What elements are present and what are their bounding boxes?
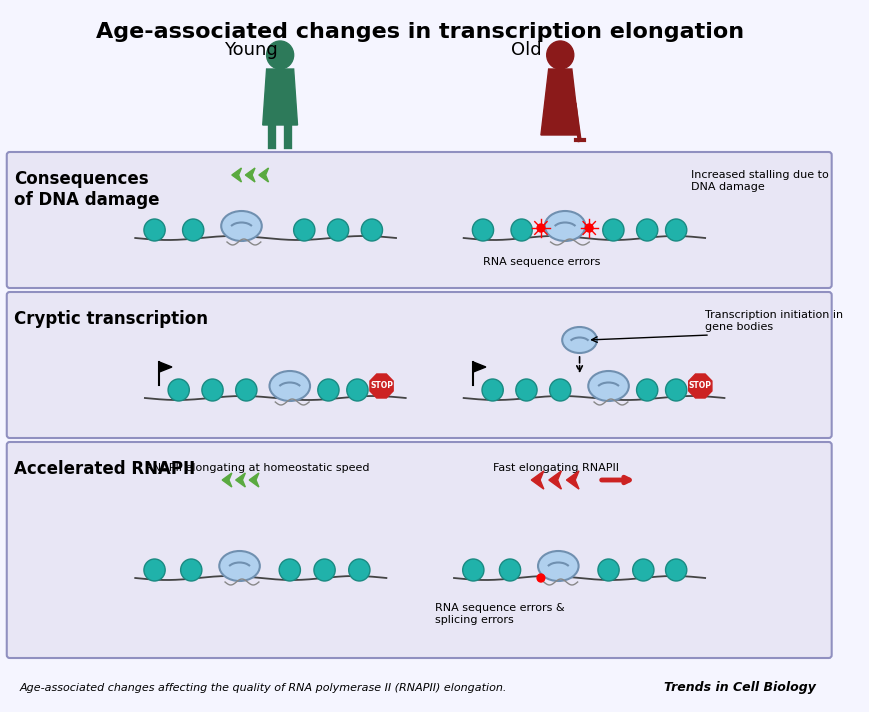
FancyBboxPatch shape	[7, 292, 831, 438]
Polygon shape	[235, 473, 245, 487]
Polygon shape	[231, 168, 242, 182]
Circle shape	[549, 379, 570, 401]
Polygon shape	[566, 471, 579, 489]
Text: Age-associated changes in transcription elongation: Age-associated changes in transcription …	[96, 22, 743, 42]
Circle shape	[317, 379, 339, 401]
Circle shape	[462, 559, 483, 581]
Circle shape	[665, 379, 686, 401]
Text: Fast elongating RNAPII: Fast elongating RNAPII	[492, 463, 618, 473]
Text: RNA sequence errors: RNA sequence errors	[482, 257, 600, 267]
Polygon shape	[222, 473, 231, 487]
Circle shape	[585, 224, 593, 232]
Circle shape	[636, 379, 657, 401]
Polygon shape	[245, 168, 255, 182]
Circle shape	[202, 379, 222, 401]
Circle shape	[348, 559, 369, 581]
Circle shape	[536, 574, 544, 582]
Circle shape	[499, 559, 520, 581]
Circle shape	[665, 559, 686, 581]
Circle shape	[510, 219, 532, 241]
Text: Accelerated RNAPII: Accelerated RNAPII	[15, 460, 196, 478]
Ellipse shape	[537, 551, 578, 581]
FancyBboxPatch shape	[7, 152, 831, 288]
Polygon shape	[262, 69, 297, 125]
Circle shape	[636, 219, 657, 241]
Circle shape	[168, 379, 189, 401]
Circle shape	[143, 559, 165, 581]
Ellipse shape	[269, 371, 309, 401]
Ellipse shape	[587, 371, 628, 401]
Polygon shape	[541, 69, 579, 135]
Circle shape	[515, 379, 536, 401]
Polygon shape	[473, 362, 485, 372]
Circle shape	[279, 559, 300, 581]
Circle shape	[602, 219, 623, 241]
Text: Increased stalling due to
DNA damage: Increased stalling due to DNA damage	[690, 170, 827, 192]
Text: RNAPII elongating at homeostatic speed: RNAPII elongating at homeostatic speed	[145, 463, 369, 473]
Ellipse shape	[221, 211, 262, 241]
Circle shape	[235, 379, 256, 401]
Polygon shape	[159, 362, 172, 372]
Polygon shape	[249, 473, 259, 487]
Text: Age-associated changes affecting the quality of RNA polymerase II (RNAPII) elong: Age-associated changes affecting the qua…	[19, 683, 506, 693]
Circle shape	[347, 379, 368, 401]
Circle shape	[314, 559, 335, 581]
Text: RNA sequence errors &
splicing errors: RNA sequence errors & splicing errors	[434, 603, 564, 625]
Text: Trends in Cell Biology: Trends in Cell Biology	[664, 681, 815, 694]
Circle shape	[181, 559, 202, 581]
Circle shape	[481, 379, 502, 401]
Text: Consequences
of DNA damage: Consequences of DNA damage	[15, 170, 160, 209]
Text: STOP: STOP	[688, 382, 711, 390]
FancyBboxPatch shape	[7, 442, 831, 658]
Circle shape	[665, 219, 686, 241]
Circle shape	[182, 219, 203, 241]
Circle shape	[327, 219, 348, 241]
Circle shape	[361, 219, 382, 241]
Ellipse shape	[544, 211, 585, 241]
Text: Young: Young	[224, 41, 278, 59]
Circle shape	[536, 224, 544, 232]
Circle shape	[472, 219, 493, 241]
Circle shape	[294, 219, 315, 241]
Circle shape	[597, 559, 619, 581]
Circle shape	[143, 219, 165, 241]
Polygon shape	[531, 471, 543, 489]
Text: STOP: STOP	[369, 382, 393, 390]
Polygon shape	[259, 168, 269, 182]
Text: Transcription initiation in
gene bodies: Transcription initiation in gene bodies	[705, 310, 842, 332]
Polygon shape	[548, 471, 561, 489]
Text: Old: Old	[511, 41, 541, 59]
Circle shape	[632, 559, 653, 581]
Circle shape	[266, 41, 294, 69]
Ellipse shape	[219, 551, 260, 581]
Ellipse shape	[561, 327, 596, 353]
Text: Cryptic transcription: Cryptic transcription	[15, 310, 209, 328]
Circle shape	[546, 41, 574, 69]
